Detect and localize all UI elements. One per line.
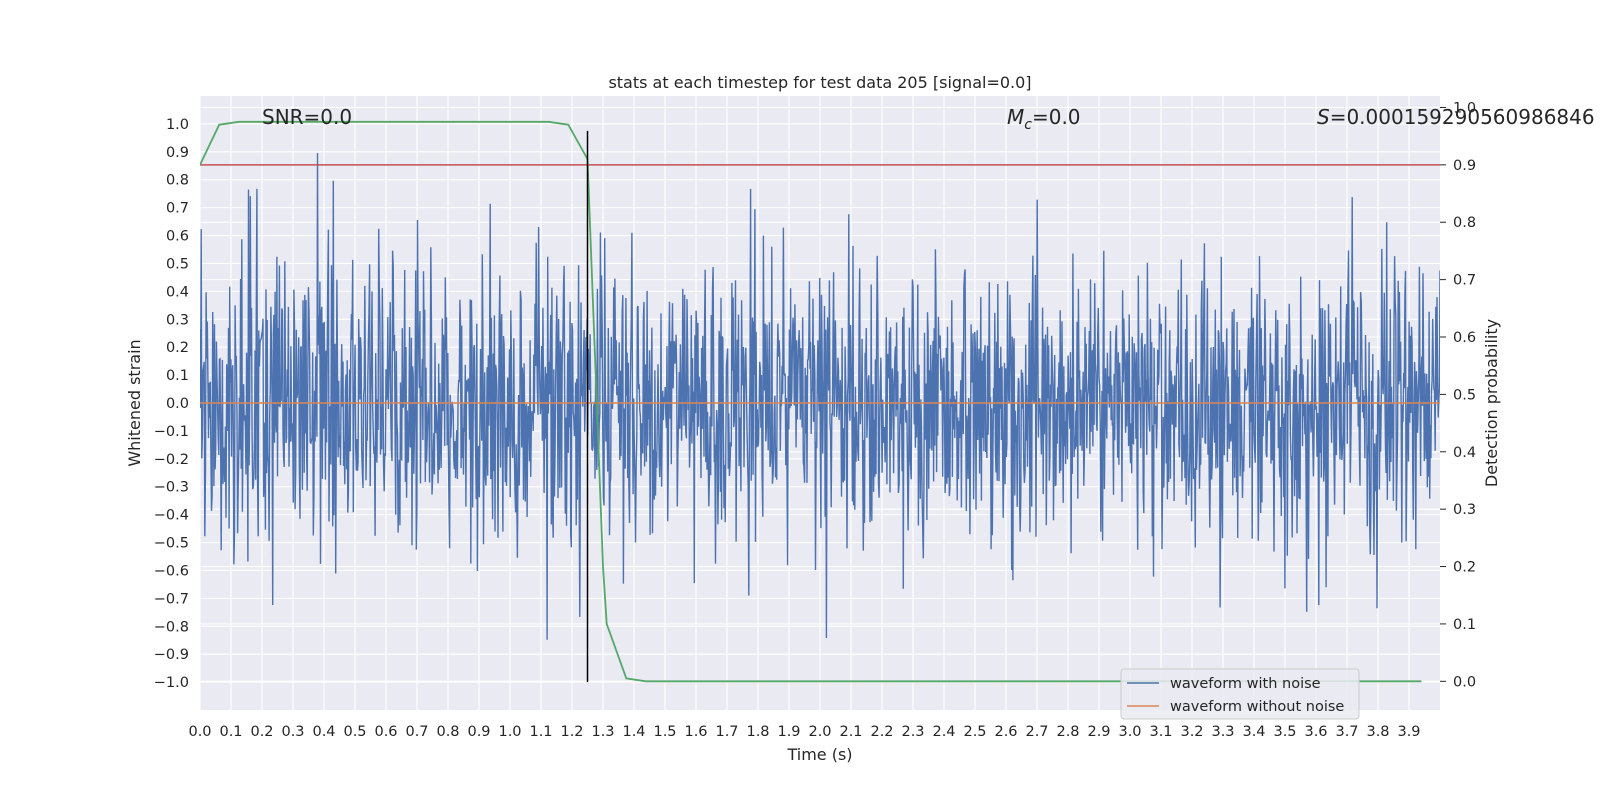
y-tick-label: 0.9 (166, 145, 189, 161)
x-tick-label: 0.5 (343, 724, 366, 740)
series-line-waveform-with-noise (200, 153, 1440, 640)
y2-tick-label: 0.5 (1453, 387, 1476, 403)
chart-title: stats at each timestep for test data 205… (608, 73, 1031, 92)
y-tick-label: −0.1 (154, 424, 189, 440)
x-tick-label: 1.5 (653, 724, 676, 740)
y-tick-label: 0.0 (166, 396, 189, 412)
y2-tick-label: 0.0 (1453, 674, 1476, 690)
x-tick-label: 1.9 (777, 724, 800, 740)
y-tick-label: 0.6 (166, 229, 189, 245)
x-tick-label: 3.8 (1366, 724, 1389, 740)
x-tick-label: 0.0 (188, 724, 211, 740)
y-tick-label: −0.7 (154, 591, 189, 607)
x-tick-label: 0.2 (250, 724, 273, 740)
y2-tick-label: 0.7 (1453, 273, 1476, 289)
x-tick-label: 2.7 (1025, 724, 1048, 740)
y-tick-label: 0.5 (166, 256, 189, 272)
x-tick-label: 0.3 (281, 724, 304, 740)
legend-box (1120, 668, 1360, 720)
x-tick-label: 0.7 (405, 724, 428, 740)
series-line-detection-probability (200, 120, 1422, 683)
x-tick-label: 2.8 (1056, 724, 1079, 740)
x-tick-label: 2.6 (994, 724, 1017, 740)
y2-tick-label: 0.1 (1453, 617, 1476, 633)
mc-value: =0.0 (1032, 105, 1081, 129)
x-tick-label: 3.2 (1180, 724, 1203, 740)
snr-annotation: SNR=0.0 (262, 105, 352, 129)
x-tick-label: 1.7 (715, 724, 738, 740)
y-tick-label: −0.3 (154, 480, 189, 496)
legend: waveform with noise waveform without noi… (1120, 668, 1360, 720)
y-tick-label: 0.3 (166, 312, 189, 328)
x-tick-label: 3.0 (1118, 724, 1141, 740)
y-tick-label: −0.2 (154, 452, 189, 468)
y-tick-label: −0.8 (154, 619, 189, 635)
s-symbol: S (1317, 105, 1330, 129)
y2-tick-label: 0.9 (1453, 158, 1476, 174)
y-axis-label: Whitened strain (125, 339, 144, 466)
mc-symbol: M (1007, 105, 1024, 129)
y-tick-label: 0.7 (166, 201, 189, 217)
y2-tick-label: 1.0 (1453, 100, 1476, 116)
x-tick-labels: 0.0 0.1 0.2 0.3 0.4 0.5 0.6 0.7 0.8 0.9 1.0 1.1 1.2 1… (188, 724, 1420, 740)
x-tick-label: 2.3 (901, 724, 924, 740)
x-tick-label: 2.0 (808, 724, 831, 740)
y2-tick-labels: 1.0 0.9 0.8 0.7 0.6 0.5 0.4 0.3 0.2 0.1 0.0 (1440, 100, 1476, 690)
legend-label-waveform-without-noise: waveform without noise (1170, 699, 1344, 715)
y-tick-label: 0.2 (166, 340, 189, 356)
x-tick-label: 2.5 (963, 724, 986, 740)
x-tick-label: 3.4 (1242, 724, 1265, 740)
x-tick-label: 2.1 (839, 724, 862, 740)
y2-tick-label: 0.2 (1453, 560, 1476, 576)
y-tick-label: −0.9 (154, 647, 189, 663)
mc-annotation: Mc=0.0 (1007, 105, 1081, 133)
x-tick-label: 1.8 (746, 724, 769, 740)
s-value: =0.00015929056098684 (1330, 105, 1582, 129)
x-tick-label: 0.4 (312, 724, 335, 740)
x-tick-label: 0.6 (374, 724, 397, 740)
y2-tick-label: 0.6 (1453, 330, 1476, 346)
x-tick-label: 3.3 (1211, 724, 1234, 740)
y2-tick-label: 0.8 (1453, 215, 1476, 231)
s-value-clipped: 6 (1582, 105, 1595, 129)
x-tick-label: 3.9 (1397, 724, 1420, 740)
x-axis-label: Time (s) (786, 745, 852, 764)
x-tick-label: 2.9 (1087, 724, 1110, 740)
x-tick-label: 0.8 (436, 724, 459, 740)
y-tick-labels: 1.0 0.9 0.8 0.7 0.6 0.5 0.4 0.3 0.2 0.1 0.0 −0.1 −0.… (154, 117, 189, 691)
x-tick-label: 1.2 (560, 724, 583, 740)
x-tick-label: 1.4 (622, 724, 645, 740)
y-tick-label: −0.5 (154, 536, 189, 552)
y2-axis-label: Detection probability (1482, 319, 1501, 487)
x-tick-label: 2.2 (870, 724, 893, 740)
y-tick-label: 0.1 (166, 368, 189, 384)
y-tick-label: −0.6 (154, 563, 189, 579)
x-tick-label: 1.3 (591, 724, 614, 740)
y-tick-label: −0.4 (154, 508, 189, 524)
x-tick-label: 3.6 (1304, 724, 1327, 740)
y2-tick-label: 0.4 (1453, 445, 1476, 461)
legend-label-waveform-with-noise: waveform with noise (1170, 676, 1321, 692)
y2-tick-label: 0.3 (1453, 502, 1476, 518)
s-annotation: S=0.000159290560986846 (1317, 105, 1595, 129)
x-tick-label: 0.9 (467, 724, 490, 740)
x-tick-label: 3.7 (1335, 724, 1358, 740)
x-tick-label: 3.1 (1149, 724, 1172, 740)
y-tick-label: 0.8 (166, 173, 189, 189)
x-tick-label: 1.1 (529, 724, 552, 740)
y-tick-label: −1.0 (154, 675, 189, 691)
x-tick-label: 1.6 (684, 724, 707, 740)
x-tick-label: 1.0 (498, 724, 521, 740)
x-tick-label: 2.4 (932, 724, 955, 740)
x-tick-label: 0.1 (219, 724, 242, 740)
x-tick-label: 3.5 (1273, 724, 1296, 740)
y-tick-label: 1.0 (166, 117, 189, 133)
mc-subscript: c (1024, 117, 1032, 133)
y-tick-label: 0.4 (166, 284, 189, 300)
